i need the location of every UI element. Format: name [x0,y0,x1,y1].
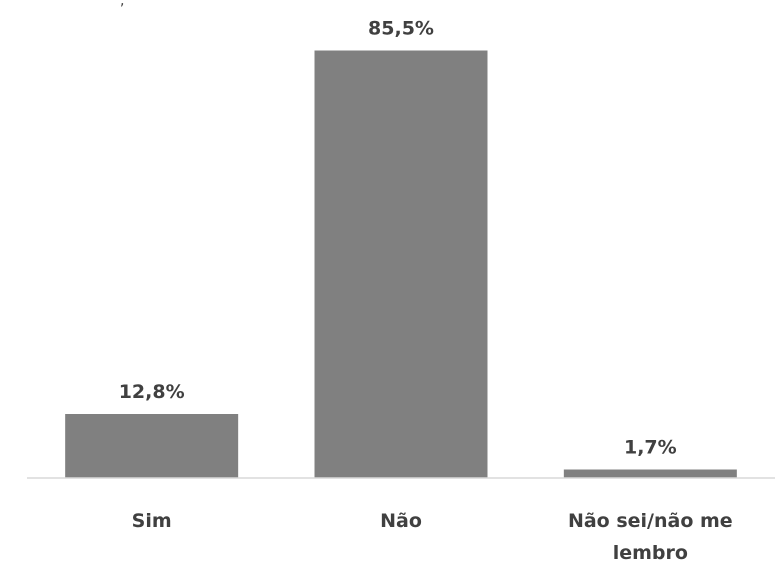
bars-group [65,50,737,478]
category-label-1: Não [380,510,422,532]
bar-0 [65,414,239,478]
value-label-1: 85,5% [368,18,434,40]
bar-1 [314,50,488,478]
category-label-0: Sim [132,510,172,532]
value-label-0: 12,8% [119,381,185,403]
bar-2 [563,469,737,478]
category-label-2-line-0: Não sei/não me [568,510,733,532]
value-labels-group: 12,8% 85,5% 1,7% [119,18,677,459]
value-label-2: 1,7% [624,437,677,459]
cropped-text-fragment: , [120,0,125,9]
category-label-2-line-1: lembro [613,542,688,564]
category-labels-group: Sim Não Não sei/não me lembro [132,510,733,564]
